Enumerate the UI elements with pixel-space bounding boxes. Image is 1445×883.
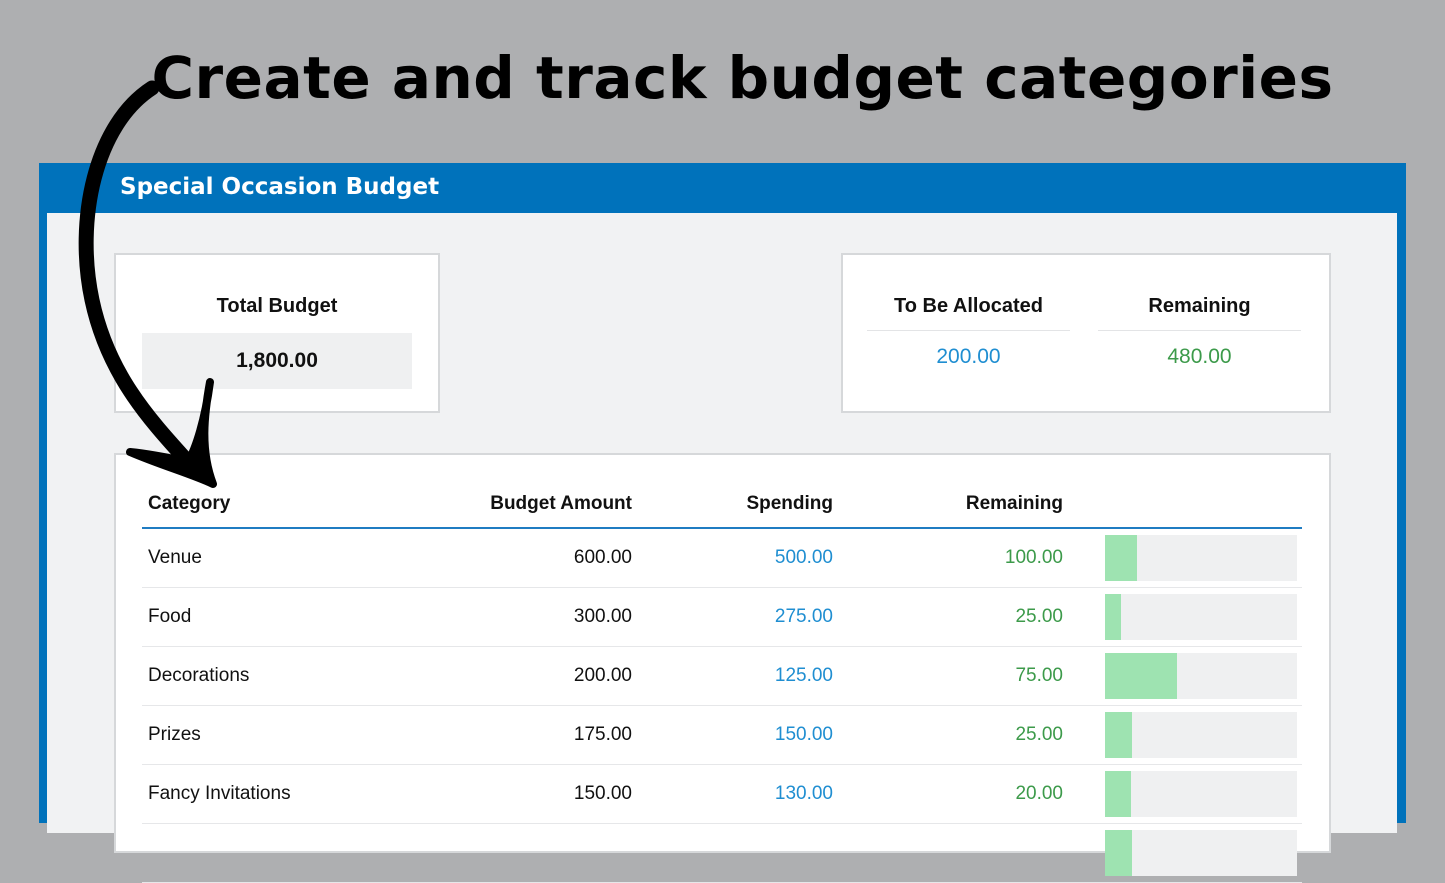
headline: Create and track budget categories <box>151 44 1334 112</box>
to-be-allocated-column: To Be Allocated 200.00 <box>867 295 1070 369</box>
table-header-row: Category Budget Amount Spending Remainin… <box>142 489 1302 529</box>
to-be-allocated-label: To Be Allocated <box>867 295 1070 331</box>
category-table: Category Budget Amount Spending Remainin… <box>142 489 1302 883</box>
column-header-progress <box>1069 489 1302 529</box>
budget-content: Total Budget 1,800.00 To Be Allocated 20… <box>47 213 1397 883</box>
budget-cell[interactable]: 200.00 <box>362 646 638 706</box>
category-table-card: Category Budget Amount Spending Remainin… <box>114 453 1331 883</box>
budget-cell[interactable]: 175.00 <box>362 705 638 765</box>
remaining-cell <box>839 823 1069 883</box>
table-row[interactable]: Decorations 200.00 125.00 75.00 <box>142 646 1302 706</box>
remaining-bar-fill <box>1105 830 1132 876</box>
remaining-bar <box>1105 830 1297 876</box>
progress-cell <box>1069 528 1302 588</box>
column-header-budget-amount: Budget Amount <box>362 489 638 529</box>
allocation-card: To Be Allocated 200.00 Remaining 480.00 <box>841 253 1331 413</box>
category-cell[interactable]: Prizes <box>142 705 362 765</box>
column-header-category: Category <box>142 489 362 529</box>
total-budget-value[interactable]: 1,800.00 <box>142 333 412 389</box>
total-budget-label: Total Budget <box>216 295 338 317</box>
remaining-value: 480.00 <box>1167 345 1232 368</box>
remaining-cell: 75.00 <box>839 646 1069 706</box>
budget-cell[interactable] <box>362 823 638 883</box>
category-cell[interactable]: Decorations <box>142 646 362 706</box>
table-row[interactable]: Food 300.00 275.00 25.00 <box>142 587 1302 647</box>
table-row[interactable]: Venue 600.00 500.00 100.00 <box>142 528 1302 588</box>
window-title: Special Occasion Budget <box>120 174 440 200</box>
table-row[interactable]: Fancy Invitations 150.00 130.00 20.00 <box>142 764 1302 824</box>
budget-cell[interactable]: 300.00 <box>362 587 638 647</box>
spending-cell: 150.00 <box>638 705 839 765</box>
category-cell[interactable] <box>142 823 362 883</box>
table-row[interactable]: Prizes 175.00 150.00 25.00 <box>142 705 1302 765</box>
remaining-bar <box>1105 771 1297 817</box>
spending-cell <box>638 823 839 883</box>
spending-cell: 500.00 <box>638 528 839 588</box>
column-header-remaining: Remaining <box>839 489 1069 529</box>
remaining-bar <box>1105 653 1297 699</box>
progress-cell <box>1069 764 1302 824</box>
remaining-label: Remaining <box>1098 295 1301 331</box>
remaining-bar-fill <box>1105 771 1131 817</box>
spending-cell: 130.00 <box>638 764 839 824</box>
remaining-bar <box>1105 535 1297 581</box>
budget-cell[interactable]: 150.00 <box>362 764 638 824</box>
remaining-cell: 25.00 <box>839 705 1069 765</box>
column-header-spending: Spending <box>638 489 839 529</box>
progress-cell <box>1069 823 1302 883</box>
remaining-cell: 25.00 <box>839 587 1069 647</box>
remaining-bar <box>1105 712 1297 758</box>
progress-cell <box>1069 587 1302 647</box>
remaining-column: Remaining 480.00 <box>1098 295 1301 369</box>
budget-window: Special Occasion Budget Total Budget 1,8… <box>39 163 1406 883</box>
total-budget-card: Total Budget 1,800.00 <box>114 253 440 413</box>
spending-cell: 275.00 <box>638 587 839 647</box>
remaining-bar-fill <box>1105 653 1177 699</box>
remaining-bar-fill <box>1105 712 1133 758</box>
remaining-cell: 20.00 <box>839 764 1069 824</box>
remaining-cell: 100.00 <box>839 528 1069 588</box>
category-cell[interactable]: Food <box>142 587 362 647</box>
remaining-bar-fill <box>1105 535 1138 581</box>
category-cell[interactable]: Fancy Invitations <box>142 764 362 824</box>
table-row[interactable] <box>142 823 1302 883</box>
spending-cell: 125.00 <box>638 646 839 706</box>
to-be-allocated-value: 200.00 <box>936 345 1001 368</box>
budget-cell[interactable]: 600.00 <box>362 528 638 588</box>
category-cell[interactable]: Venue <box>142 528 362 588</box>
remaining-bar-fill <box>1105 594 1121 640</box>
progress-cell <box>1069 705 1302 765</box>
remaining-bar <box>1105 594 1297 640</box>
progress-cell <box>1069 646 1302 706</box>
